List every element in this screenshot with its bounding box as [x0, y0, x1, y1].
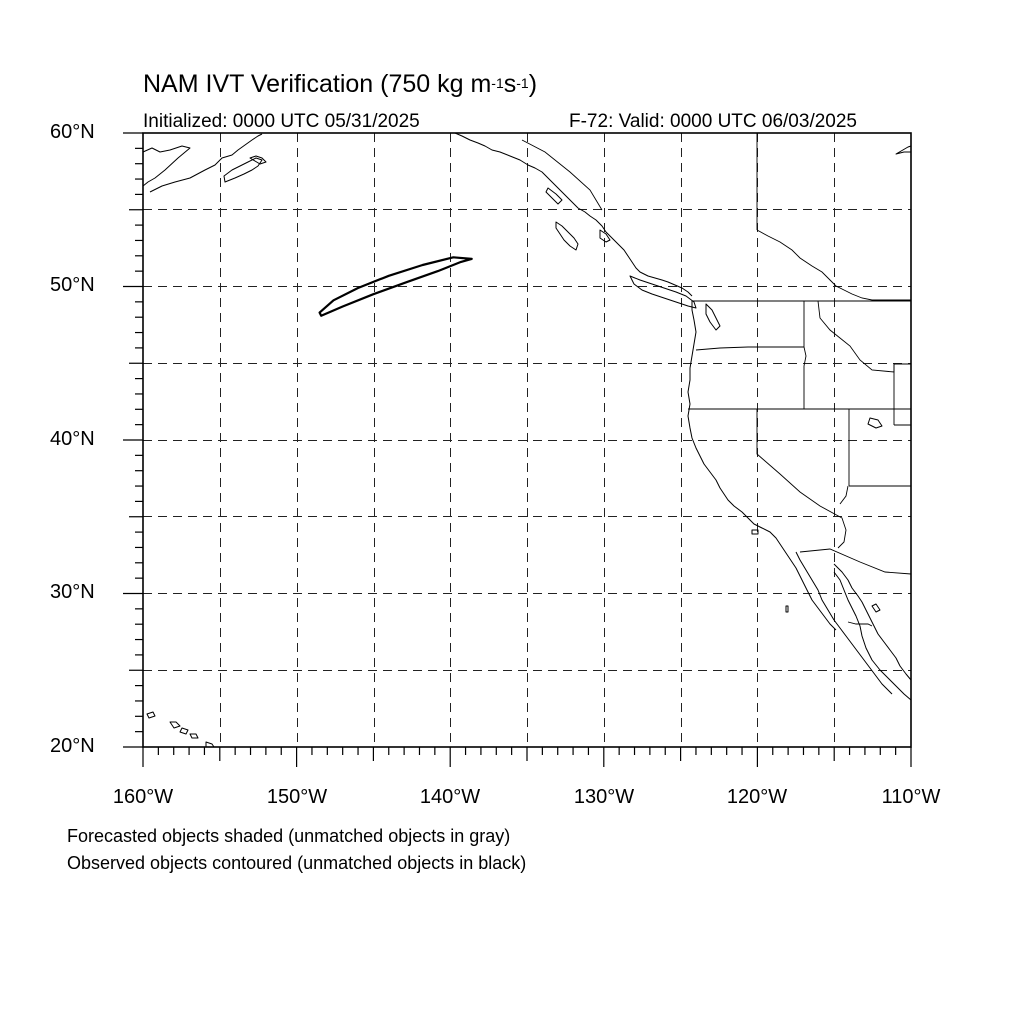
title-exponent-2: -1 [516, 75, 529, 91]
political-borders [521, 133, 912, 627]
lon-label-140w: 140°W [419, 786, 481, 808]
observed-objects-note: Observed objects contoured (unmatched ob… [67, 853, 527, 873]
tick-marks [123, 132, 912, 767]
graticule [143, 133, 911, 747]
title-exponent-1: -1 [491, 75, 504, 91]
lon-label-160w: 160°W [112, 786, 174, 808]
title-mid: s [503, 70, 517, 98]
coastlines [142, 132, 912, 748]
observed-ivt-object [318, 256, 473, 317]
lon-label-130w: 130°W [573, 786, 635, 808]
lon-label-150w: 150°W [266, 786, 328, 808]
lat-label-60n: 60°N [50, 121, 95, 143]
lon-label-120w: 120°W [726, 786, 788, 808]
forecast-objects-note: Forecasted objects shaded (unmatched obj… [67, 826, 511, 846]
title-prefix: NAM IVT Verification (750 kg m [143, 70, 492, 98]
lon-label-110w: 110°W [881, 786, 941, 808]
title-suffix: ) [528, 70, 538, 98]
lat-label-40n: 40°N [50, 428, 95, 450]
lat-label-30n: 30°N [50, 581, 95, 603]
initialized-label: Initialized: 0000 UTC 05/31/2025 [143, 111, 420, 132]
map-title: NAM IVT Verification (750 kg m-1s-1) [143, 70, 537, 99]
lat-label-50n: 50°N [50, 274, 95, 296]
valid-time-label: F-72: Valid: 0000 UTC 06/03/2025 [569, 111, 857, 132]
lat-label-20n: 20°N [50, 735, 95, 757]
